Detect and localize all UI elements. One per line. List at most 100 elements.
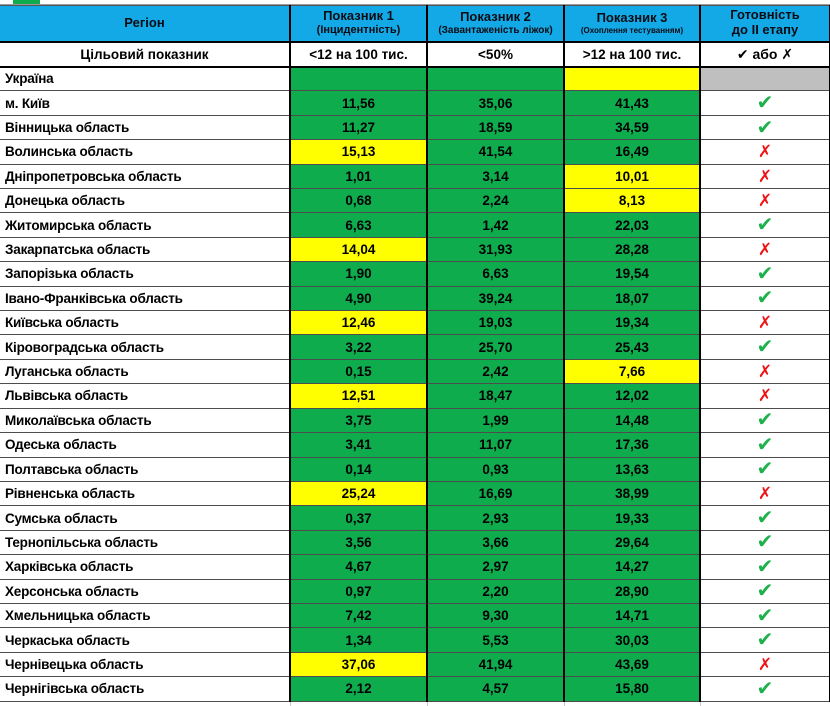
target-indicator-1-cell[interactable]: <12 на 100 тис. (289, 41, 427, 68)
indicator-1-value-cell[interactable]: 12,46 (289, 310, 427, 336)
readiness-status-cell[interactable]: ✗ (699, 237, 830, 263)
indicator-3-value-cell[interactable]: 34,59 (563, 115, 700, 141)
indicator-3-value-cell[interactable] (563, 66, 700, 92)
indicator-1-value-cell[interactable] (289, 66, 427, 92)
readiness-status-cell[interactable]: ✗ (699, 188, 830, 214)
readiness-status-cell[interactable]: ✔ (699, 627, 830, 653)
header-indicator-1[interactable]: Показник 1 (Інцидентність) (289, 5, 427, 43)
readiness-status-cell[interactable]: ✗ (699, 164, 830, 190)
region-name-cell[interactable]: Київська область (0, 310, 290, 336)
indicator-3-value-cell[interactable]: 15,80 (563, 676, 700, 702)
readiness-status-cell[interactable]: ✔ (699, 115, 830, 141)
indicator-2-value-cell[interactable]: 2,24 (426, 188, 564, 214)
target-label-cell[interactable]: Цільовий показник (0, 41, 290, 68)
indicator-3-value-cell[interactable]: 10,01 (563, 164, 700, 190)
indicator-1-value-cell[interactable]: 1,01 (289, 164, 427, 190)
region-name-cell[interactable]: Полтавська область (0, 457, 290, 482)
readiness-status-cell[interactable]: ✗ (699, 652, 830, 678)
indicator-3-value-cell[interactable]: 7,66 (563, 359, 700, 385)
target-indicator-3-cell[interactable]: >12 на 100 тис. (563, 41, 700, 68)
readiness-status-cell[interactable]: ✔ (699, 457, 830, 482)
indicator-2-value-cell[interactable]: 9,30 (426, 603, 564, 629)
indicator-3-value-cell[interactable]: 14,48 (563, 408, 700, 434)
region-name-cell[interactable]: Хмельницька область (0, 603, 290, 629)
region-name-cell[interactable]: Одеська область (0, 432, 290, 458)
region-name-cell[interactable]: Кіровоградська область (0, 334, 290, 360)
indicator-2-value-cell[interactable]: 11,07 (426, 432, 564, 458)
indicator-3-value-cell[interactable]: 28,90 (563, 579, 700, 604)
readiness-status-cell[interactable]: ✔ (699, 676, 830, 702)
indicator-3-value-cell[interactable]: 14,27 (563, 554, 700, 580)
indicator-1-value-cell[interactable]: 4,90 (289, 286, 427, 312)
indicator-2-value-cell[interactable]: 18,59 (426, 115, 564, 141)
indicator-1-value-cell[interactable]: 14,04 (289, 237, 427, 263)
indicator-1-value-cell[interactable]: 3,22 (289, 334, 427, 360)
indicator-2-value-cell[interactable]: 18,47 (426, 383, 564, 409)
indicator-1-value-cell[interactable]: 15,13 (289, 139, 427, 165)
indicator-1-value-cell[interactable]: 37,06 (289, 652, 427, 678)
indicator-1-value-cell[interactable]: 11,27 (289, 115, 427, 141)
indicator-2-value-cell[interactable]: 3,66 (426, 530, 564, 556)
readiness-status-cell[interactable]: ✗ (699, 310, 830, 336)
readiness-status-cell[interactable] (699, 66, 830, 92)
region-name-cell[interactable]: Житомирська область (0, 212, 290, 238)
readiness-status-cell[interactable]: ✔ (699, 90, 830, 116)
region-name-cell[interactable]: Львівська область (0, 383, 290, 409)
indicator-3-value-cell[interactable]: 25,43 (563, 334, 700, 360)
region-name-cell[interactable]: Чернівецька область (0, 652, 290, 678)
indicator-2-value-cell[interactable]: 1,99 (426, 408, 564, 434)
indicator-1-value-cell[interactable]: 3,56 (289, 530, 427, 556)
readiness-status-cell[interactable]: ✔ (699, 530, 830, 556)
indicator-2-value-cell[interactable]: 4,57 (426, 676, 564, 702)
target-indicator-2-cell[interactable]: <50% (426, 41, 564, 68)
indicator-2-value-cell[interactable]: 2,20 (426, 579, 564, 604)
indicator-1-value-cell[interactable]: 1,34 (289, 627, 427, 653)
indicator-2-value-cell[interactable]: 19,03 (426, 310, 564, 336)
indicator-2-value-cell[interactable]: 2,42 (426, 359, 564, 385)
region-name-cell[interactable]: Харківська область (0, 554, 290, 580)
readiness-status-cell[interactable]: ✗ (699, 383, 830, 409)
indicator-2-value-cell[interactable]: 25,70 (426, 334, 564, 360)
indicator-3-value-cell[interactable]: 22,03 (563, 212, 700, 238)
region-name-cell[interactable]: Запорізька область (0, 261, 290, 287)
indicator-1-value-cell[interactable]: 0,97 (289, 579, 427, 604)
readiness-status-cell[interactable]: ✔ (699, 261, 830, 287)
indicator-2-value-cell[interactable]: 3,14 (426, 164, 564, 190)
readiness-status-cell[interactable]: ✔ (699, 408, 830, 434)
indicator-2-value-cell[interactable]: 41,94 (426, 652, 564, 678)
indicator-3-value-cell[interactable]: 41,43 (563, 90, 700, 116)
region-name-cell[interactable]: Луганська область (0, 359, 290, 385)
indicator-1-value-cell[interactable]: 0,14 (289, 457, 427, 482)
readiness-status-cell[interactable]: ✗ (699, 481, 830, 507)
readiness-status-cell[interactable]: ✔ (699, 603, 830, 629)
indicator-3-value-cell[interactable]: 19,33 (563, 505, 700, 531)
indicator-2-value-cell[interactable]: 2,93 (426, 505, 564, 531)
indicator-2-value-cell[interactable]: 5,53 (426, 627, 564, 653)
indicator-3-value-cell[interactable]: 19,54 (563, 261, 700, 287)
target-readiness-cell[interactable]: ✔ або ✗ (699, 41, 830, 68)
indicator-1-value-cell[interactable]: 1,90 (289, 261, 427, 287)
indicator-1-value-cell[interactable]: 0,15 (289, 359, 427, 385)
indicator-1-value-cell[interactable]: 2,12 (289, 676, 427, 702)
indicator-2-value-cell[interactable]: 2,97 (426, 554, 564, 580)
header-indicator-3[interactable]: Показник 3 (Охоплення тестуванням) (563, 5, 700, 43)
region-name-cell[interactable]: Івано-Франківська область (0, 286, 290, 312)
indicator-1-value-cell[interactable]: 7,42 (289, 603, 427, 629)
header-indicator-2[interactable]: Показник 2 (Завантаженість ліжок) (426, 5, 564, 43)
region-name-cell[interactable]: м. Київ (0, 90, 290, 116)
indicator-2-value-cell[interactable]: 31,93 (426, 237, 564, 263)
indicator-1-value-cell[interactable]: 3,41 (289, 432, 427, 458)
header-readiness[interactable]: Готовність до II етапу (699, 5, 830, 43)
indicator-1-value-cell[interactable]: 6,63 (289, 212, 427, 238)
readiness-status-cell[interactable]: ✔ (699, 505, 830, 531)
indicator-3-value-cell[interactable]: 19,34 (563, 310, 700, 336)
indicator-2-value-cell[interactable]: 35,06 (426, 90, 564, 116)
indicator-2-value-cell[interactable]: 16,69 (426, 481, 564, 507)
region-name-cell[interactable]: Дніпропетровська область (0, 164, 290, 190)
indicator-2-value-cell[interactable] (426, 66, 564, 92)
region-name-cell[interactable]: Донецька область (0, 188, 290, 214)
indicator-1-value-cell[interactable]: 11,56 (289, 90, 427, 116)
indicator-3-value-cell[interactable]: 14,71 (563, 603, 700, 629)
indicator-2-value-cell[interactable]: 39,24 (426, 286, 564, 312)
readiness-status-cell[interactable]: ✔ (699, 212, 830, 238)
